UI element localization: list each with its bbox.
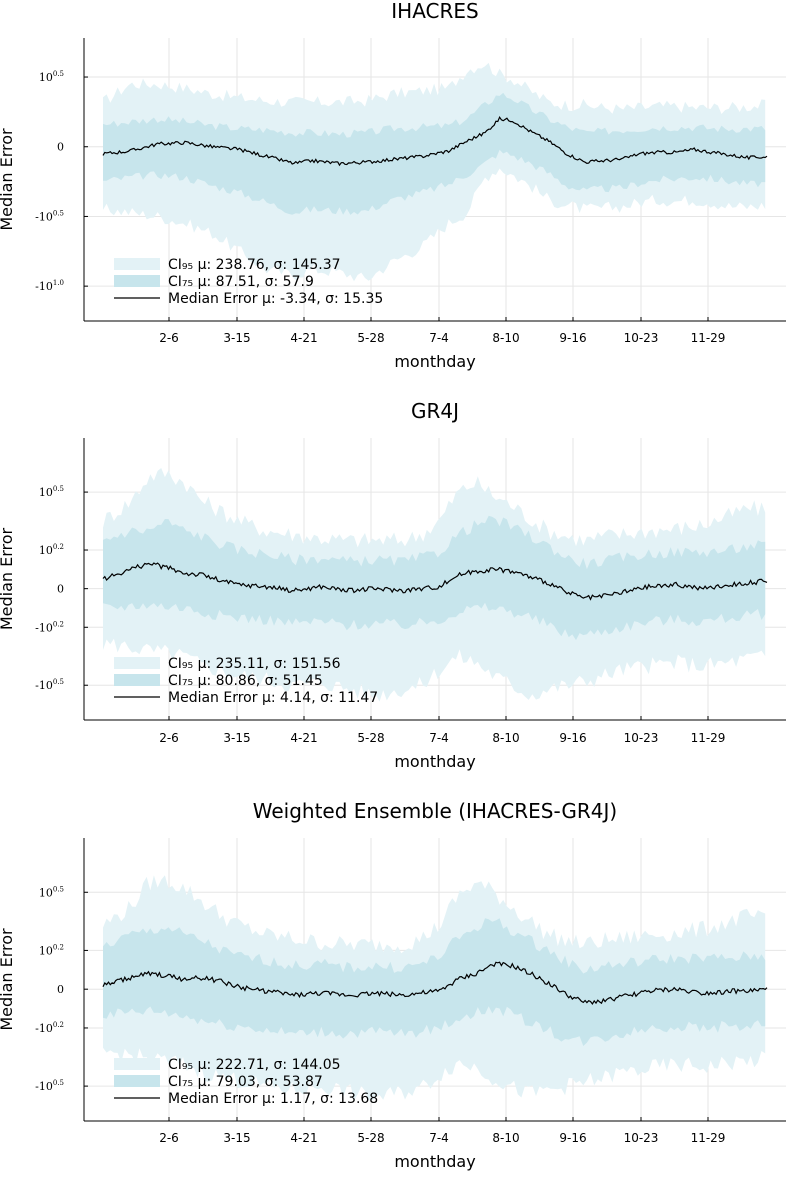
legend-swatch-ci75 [114,275,160,287]
x-tick-label: 8-10 [492,331,519,345]
median-error-line [102,562,768,601]
x-axis-label: monthday [394,752,475,771]
y-tick-label: -100.2 [35,620,64,634]
y-tick-label: 100.5 [39,885,64,899]
ci75-band [103,918,766,1046]
y-tick-label: 100.5 [39,485,64,499]
x-tick-label: 5-28 [357,1131,384,1145]
y-tick-label: -100.5 [35,678,64,692]
y-tick-label: -100.2 [35,1021,64,1035]
y-tick-label: 100.2 [39,943,64,957]
legend-label-median: Median Error μ: 4.14, σ: 11.47 [168,690,378,706]
legend-label-ci75: CI₇₅ μ: 79.03, σ: 53.87 [168,1074,323,1090]
legend-label-ci95: CI₉₅ μ: 238.76, σ: 145.37 [168,257,341,273]
legend-label-ci75: CI₇₅ μ: 87.51, σ: 57.9 [168,274,314,290]
median-error-line [102,961,768,1005]
x-tick-label: 7-4 [429,731,449,745]
x-tick-label: 5-28 [357,331,384,345]
x-tick-label: 3-15 [223,331,250,345]
x-tick-label: 5-28 [357,731,384,745]
y-tick-label: 100.2 [39,543,64,557]
x-axis-label: monthday [394,352,475,371]
x-tick-label: 2-6 [159,331,179,345]
legend-swatch-ci95 [114,1058,160,1070]
legend-label-ci75: CI₇₅ μ: 80.86, σ: 51.45 [168,673,323,689]
x-tick-label: 10-23 [624,731,659,745]
chart-panel-1: 2-6 3-15 4-21 5-28 7-4 8-10 9-16 10-23 11-29 100.… [0,0,786,371]
x-tick-label: 3-15 [223,1131,250,1145]
median-error-line [102,115,768,167]
x-tick-label: 4-21 [290,331,317,345]
chart-title: GR4J [411,399,459,423]
x-axis-label: monthday [394,1152,475,1171]
x-tick-label: 8-10 [492,731,519,745]
x-tick-label: 9-16 [559,731,586,745]
x-tick-label: 9-16 [559,1131,586,1145]
chart-panel-2: 2-6 3-15 4-21 5-28 7-4 8-10 9-16 10-23 11-29 100.… [0,399,786,771]
y-tick-label: 0 [57,141,64,154]
chart-title: IHACRES [391,0,478,23]
legend-label-ci95: CI₉₅ μ: 222.71, σ: 144.05 [168,1057,341,1073]
y-axis-label: Median Error [0,928,16,1031]
y-tick-label: -100.5 [35,209,64,223]
y-tick-label: 0 [57,583,64,596]
ci75-band [103,515,766,641]
x-tick-label: 4-21 [290,731,317,745]
x-tick-label: 7-4 [429,331,449,345]
legend-swatch-ci95 [114,657,160,669]
x-tick-label: 11-29 [691,1131,726,1145]
x-tick-label: 10-23 [624,331,659,345]
x-tick-label: 2-6 [159,731,179,745]
chart-title: Weighted Ensemble (IHACRES-GR4J) [253,799,618,823]
legend-swatch-ci95 [114,258,160,270]
y-tick-label: -100.5 [35,1079,64,1093]
x-tick-label: 11-29 [691,731,726,745]
y-tick-label: -101.0 [35,279,64,293]
x-tick-label: 3-15 [223,731,250,745]
x-tick-label: 10-23 [624,1131,659,1145]
x-tick-label: 4-21 [290,1131,317,1145]
legend-swatch-ci75 [114,1075,160,1087]
y-axis-label: Median Error [0,128,16,231]
y-tick-label: 0 [57,983,64,996]
legend-label-ci95: CI₉₅ μ: 235.11, σ: 151.56 [168,656,341,672]
x-tick-label: 2-6 [159,1131,179,1145]
y-tick-label: 100.5 [39,70,64,84]
x-tick-label: 8-10 [492,1131,519,1145]
legend-swatch-ci75 [114,674,160,686]
x-tick-label: 7-4 [429,1131,449,1145]
legend-label-median: Median Error μ: -3.34, σ: 15.35 [168,291,383,307]
legend-label-median: Median Error μ: 1.17, σ: 13.68 [168,1091,378,1107]
y-axis-label: Median Error [0,527,16,630]
x-tick-label: 9-16 [559,331,586,345]
chart-panel-3: 2-6 3-15 4-21 5-28 7-4 8-10 9-16 10-23 11-29 100.… [0,799,786,1171]
x-tick-label: 11-29 [691,331,726,345]
